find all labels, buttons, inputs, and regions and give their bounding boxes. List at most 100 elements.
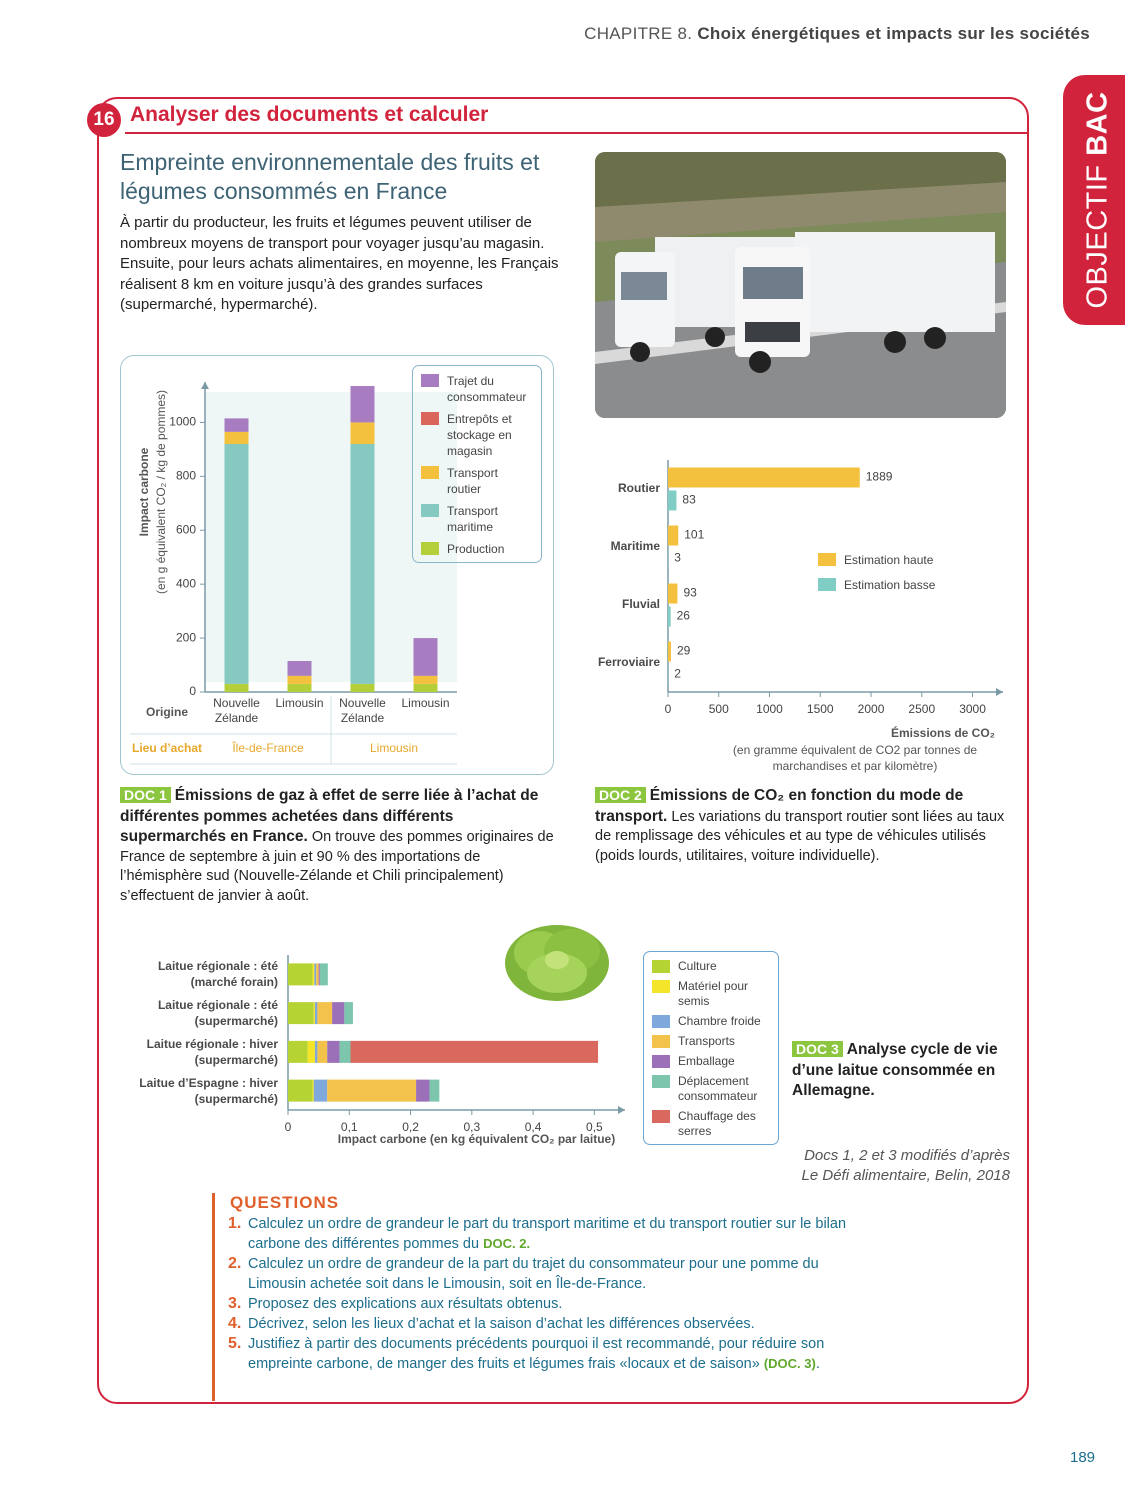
bar-segment (413, 675, 438, 684)
question: 5. Justifiez à partir des documents précé… (228, 1334, 918, 1374)
y-tick-label: 1000 (169, 415, 196, 429)
bar-segment (288, 1040, 308, 1063)
x-axis-title: Impact carbone (en kg équivalent CO₂ par… (338, 1132, 615, 1146)
legend-swatch (818, 578, 836, 591)
x-tick-label: 2000 (858, 702, 885, 716)
y-tick-label: 600 (176, 522, 196, 536)
bar-segment (668, 641, 671, 662)
value-label: 83 (682, 493, 696, 507)
legend-entry: Transports (650, 1034, 772, 1049)
doc2-chart: 0 500 1000 1500 2000 2500 3000 1889 83 Routier 101… (598, 460, 1003, 773)
bar-segment (224, 418, 249, 432)
category-label: Fluvial (622, 597, 660, 611)
category-label: Laitue d’Espagne : hiver (supermarché) (139, 1075, 278, 1106)
legend-label: Trajet du consommateur (447, 374, 527, 404)
bar-segment (287, 683, 312, 692)
legend: Culture Matériel pour semis Chambre froide… (643, 951, 779, 1145)
purchase-label: Lieu d’achat (132, 741, 202, 755)
x-tick-label: 1000 (756, 702, 783, 716)
question: 2. Calculez un ordre de grandeur de la pa… (228, 1254, 918, 1294)
category-label: Nouvelle Zélande (339, 696, 386, 725)
bar-segment (313, 1002, 315, 1025)
value-label: 2 (674, 667, 681, 681)
bar-segment (327, 1079, 417, 1102)
question-number: 2. (228, 1255, 242, 1272)
x-axis-subtitle-box: (en gramme équivalent de CO2 par tonnes … (732, 743, 978, 773)
y-tick-label: 800 (176, 469, 196, 483)
legend-entry: Production (419, 541, 535, 557)
legend-label: Entrepôts et stockage en magasin (447, 412, 512, 458)
value-label: 3 (674, 551, 681, 565)
question-body: Justifiez à partir des documents précéde… (248, 1334, 858, 1374)
legend-label: Chambre froide (678, 1014, 761, 1028)
category-label-box: Laitue régionale : été (supermarché) (158, 998, 278, 1028)
y-tick-label: 400 (176, 576, 196, 590)
value-label: 26 (677, 609, 691, 623)
legend-entry: Estimation haute (816, 552, 994, 568)
doc-text: Les variations du transport routier sont… (595, 808, 1005, 864)
legend-swatch (652, 980, 670, 993)
question: 3. Proposez des explications aux résultat… (228, 1294, 918, 1314)
bar-segment (413, 638, 438, 676)
x-axis-subtitle: (en gramme équivalent de CO2 par tonnes … (732, 743, 978, 773)
bar-segment (307, 1040, 315, 1063)
bar-segment (350, 1040, 599, 1063)
questions-bar (212, 1193, 215, 1401)
legend-swatch (421, 542, 439, 555)
bar-segment (350, 683, 375, 692)
legend-box: Estimation haute Estimation basse (816, 552, 994, 592)
bar-segment (344, 1002, 353, 1025)
bar-segment (350, 386, 375, 423)
running-header: CHAPITRE 8. Choix énergétiques et impact… (584, 24, 1090, 44)
value-label: 1889 (866, 470, 893, 484)
question: 4. Décrivez, selon les lieux d’achat et l… (228, 1314, 918, 1334)
bar-segment (429, 1079, 440, 1102)
category-label: Limousin (275, 696, 324, 710)
x-tick-label: 2500 (908, 702, 935, 716)
questions-list: 1. Calculez un ordre de grandeur le part … (228, 1214, 918, 1374)
value-label: 29 (677, 644, 691, 658)
category-label-box: Nouvelle Zélande (339, 696, 386, 725)
legend-label: Matériel pour semis (678, 979, 749, 1008)
category-label-box: Nouvelle Zélande (213, 696, 260, 725)
category-label: Laitue régionale : été (marché forain) (157, 959, 278, 990)
category-label: Nouvelle Zélande (213, 696, 260, 725)
legend-label: Estimation haute (844, 553, 934, 567)
legend-swatch (421, 412, 439, 425)
category-label: Laitue régionale : hiver (supermarché) (146, 1036, 278, 1067)
category-label-box: Laitue régionale : hiver (supermarché) (146, 1036, 278, 1067)
legend-swatch (652, 1015, 670, 1028)
legend-entry: Déplacement consommateur (650, 1074, 772, 1104)
bar-segment (668, 606, 671, 627)
legend-box: Trajet du consommateur Entrepôts et stock… (412, 365, 542, 563)
bar-segment (312, 1079, 314, 1102)
legend-entry: Matériel pour semis (650, 979, 772, 1009)
bar-segment (668, 525, 679, 546)
purchase-group: Île-de-France (231, 740, 304, 755)
category-label: Limousin (401, 696, 450, 710)
category-label: Routier (618, 481, 660, 495)
bar-segment (224, 431, 249, 444)
bar-segment (316, 963, 319, 986)
doc-title: Émissions de gaz à effet de serre liée à… (120, 787, 539, 845)
x-tick-label: 3000 (959, 702, 986, 716)
side-tab-label: OBJECTIF (1081, 164, 1114, 309)
category-label: Maritime (611, 539, 661, 553)
exercise-number: 16 (87, 103, 121, 137)
legend-swatch (421, 504, 439, 517)
bar-segment (339, 1040, 351, 1063)
bar-segment (287, 675, 312, 684)
legend-label: Culture (678, 959, 717, 973)
question-ref: (DOC. 3) (763, 1356, 816, 1371)
legend-label: Transports (678, 1034, 735, 1048)
bar-segment (224, 444, 249, 684)
origin-label: Origine (146, 705, 188, 719)
doc1-chart: 0 200 400 600 800 1000 Nouvelle Zélande Limousi… (130, 365, 542, 765)
doc3-caption: DOC 3 Analyse cycle de vie d’une laitue c… (792, 1040, 1022, 1102)
doc2-caption: DOC 2 Émissions de CO₂ en fonction du mod… (595, 786, 1010, 866)
question-end: . (815, 1356, 820, 1372)
bar-segment (314, 963, 317, 986)
x-tick-label: 0 (285, 1120, 292, 1134)
legend-entry: Chambre froide (650, 1014, 772, 1029)
